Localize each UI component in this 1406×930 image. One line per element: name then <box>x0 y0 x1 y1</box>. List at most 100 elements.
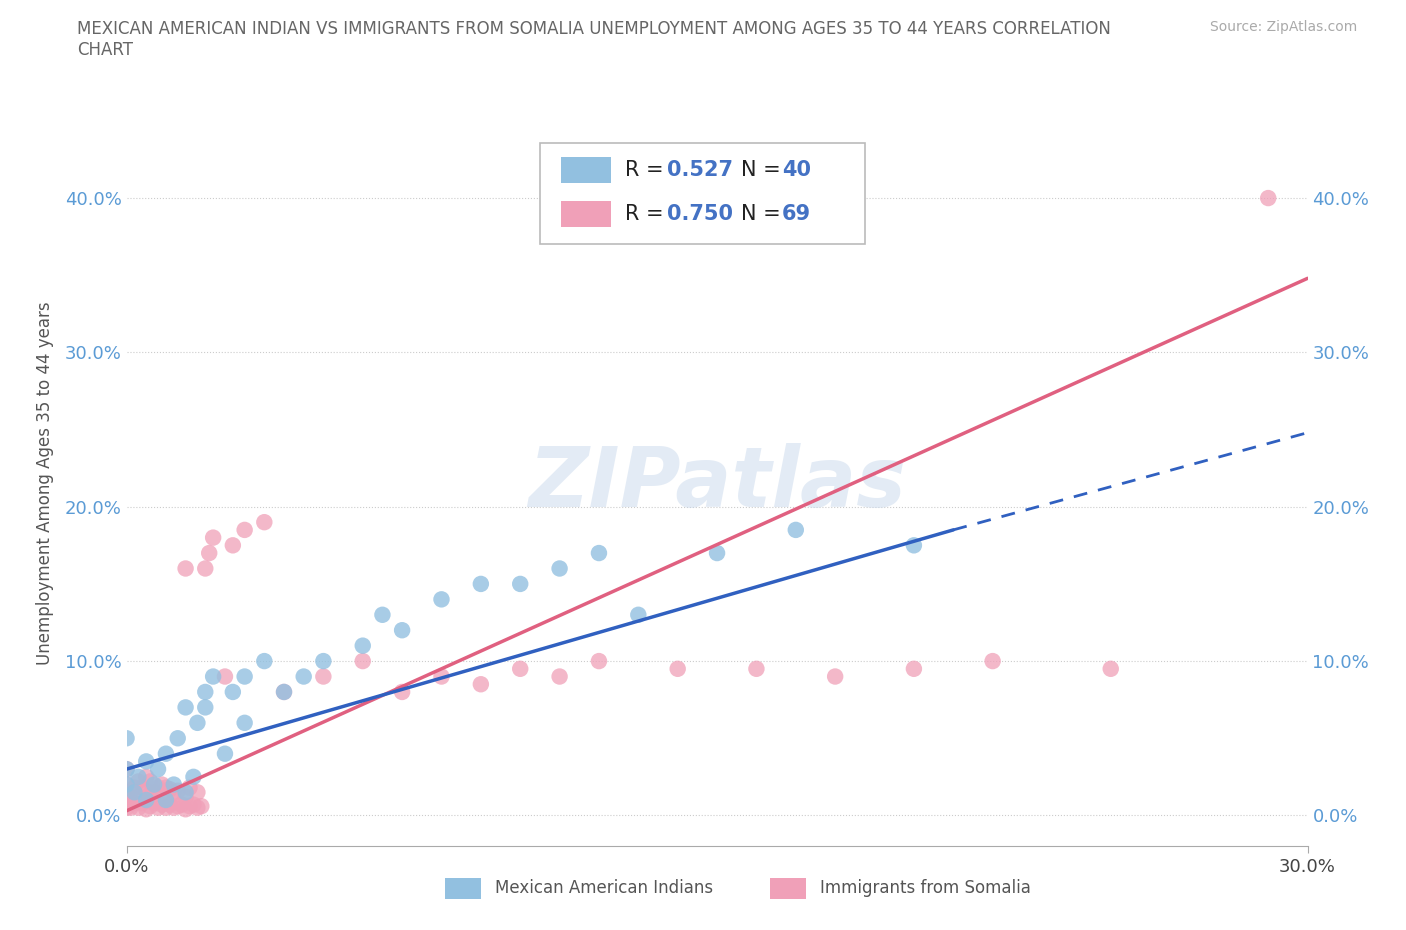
FancyBboxPatch shape <box>446 878 481 898</box>
Point <box>194 561 217 576</box>
Point <box>124 796 146 811</box>
Point <box>179 780 201 795</box>
Point <box>233 715 256 730</box>
Point <box>371 607 394 622</box>
Point <box>312 654 335 669</box>
Point <box>115 762 138 777</box>
Point <box>115 801 138 816</box>
Point <box>155 801 177 816</box>
Point <box>352 654 374 669</box>
Point <box>785 523 807 538</box>
Point <box>174 785 197 800</box>
Point <box>163 777 186 792</box>
Point <box>202 530 225 545</box>
Point <box>198 546 221 561</box>
Point <box>509 661 531 676</box>
Point <box>253 654 276 669</box>
Point <box>903 538 925 552</box>
Text: CHART: CHART <box>77 41 134 59</box>
Point <box>115 792 138 807</box>
Point <box>150 797 173 812</box>
Point <box>194 684 217 699</box>
Point <box>150 777 173 792</box>
Point <box>155 746 177 761</box>
Point <box>159 782 181 797</box>
Point <box>115 785 138 800</box>
Point <box>127 790 149 804</box>
Point <box>588 546 610 561</box>
Text: 40: 40 <box>782 160 811 180</box>
Point <box>166 799 188 814</box>
Text: R =: R = <box>624 160 671 180</box>
FancyBboxPatch shape <box>770 878 806 898</box>
Point <box>120 790 142 804</box>
Point <box>155 792 177 807</box>
Point <box>120 801 142 816</box>
Point <box>548 669 571 684</box>
Point <box>588 654 610 669</box>
Point <box>233 669 256 684</box>
Point <box>666 661 689 676</box>
Point <box>155 780 177 795</box>
Point <box>292 669 315 684</box>
Text: 69: 69 <box>782 204 811 224</box>
Point <box>981 654 1004 669</box>
Point <box>186 715 208 730</box>
Point <box>745 661 768 676</box>
Point <box>214 746 236 761</box>
Point <box>115 762 138 777</box>
Point <box>135 783 157 798</box>
Point <box>131 796 153 811</box>
Point <box>135 802 157 817</box>
Point <box>470 677 492 692</box>
Point <box>627 607 650 622</box>
Point <box>183 769 205 784</box>
Point <box>430 591 453 606</box>
Point <box>352 638 374 653</box>
Point <box>179 799 201 814</box>
Point <box>139 799 162 814</box>
Point <box>903 661 925 676</box>
Point <box>166 783 188 798</box>
Point <box>163 785 186 800</box>
Point <box>135 792 157 807</box>
Point <box>190 799 212 814</box>
Point <box>146 780 169 795</box>
Point <box>139 774 162 789</box>
Point <box>139 787 162 802</box>
FancyBboxPatch shape <box>561 201 610 227</box>
Point <box>174 790 197 804</box>
Text: R =: R = <box>624 204 671 224</box>
Point <box>146 762 169 777</box>
Point <box>214 669 236 684</box>
Point <box>186 801 208 816</box>
Point <box>146 801 169 816</box>
Point <box>174 561 197 576</box>
Text: 0.750: 0.750 <box>668 204 734 224</box>
Point <box>131 780 153 795</box>
Point <box>143 796 166 811</box>
Point <box>135 754 157 769</box>
Text: Mexican American Indians: Mexican American Indians <box>495 880 713 897</box>
Point <box>127 801 149 816</box>
Y-axis label: Unemployment Among Ages 35 to 44 years: Unemployment Among Ages 35 to 44 years <box>35 302 53 665</box>
Text: N =: N = <box>741 204 787 224</box>
Text: 0.527: 0.527 <box>668 160 734 180</box>
Point <box>115 777 138 792</box>
Point <box>253 514 276 529</box>
Point <box>135 792 157 807</box>
Point <box>706 546 728 561</box>
Point <box>391 684 413 699</box>
Point <box>233 523 256 538</box>
Point <box>127 769 149 784</box>
Text: ZIPatlas: ZIPatlas <box>529 443 905 525</box>
Point <box>222 684 245 699</box>
Point <box>159 797 181 812</box>
Point <box>273 684 295 699</box>
Point <box>470 577 492 591</box>
Point <box>273 684 295 699</box>
FancyBboxPatch shape <box>540 142 865 245</box>
Point <box>1099 661 1122 676</box>
Point <box>222 538 245 552</box>
Point <box>186 785 208 800</box>
